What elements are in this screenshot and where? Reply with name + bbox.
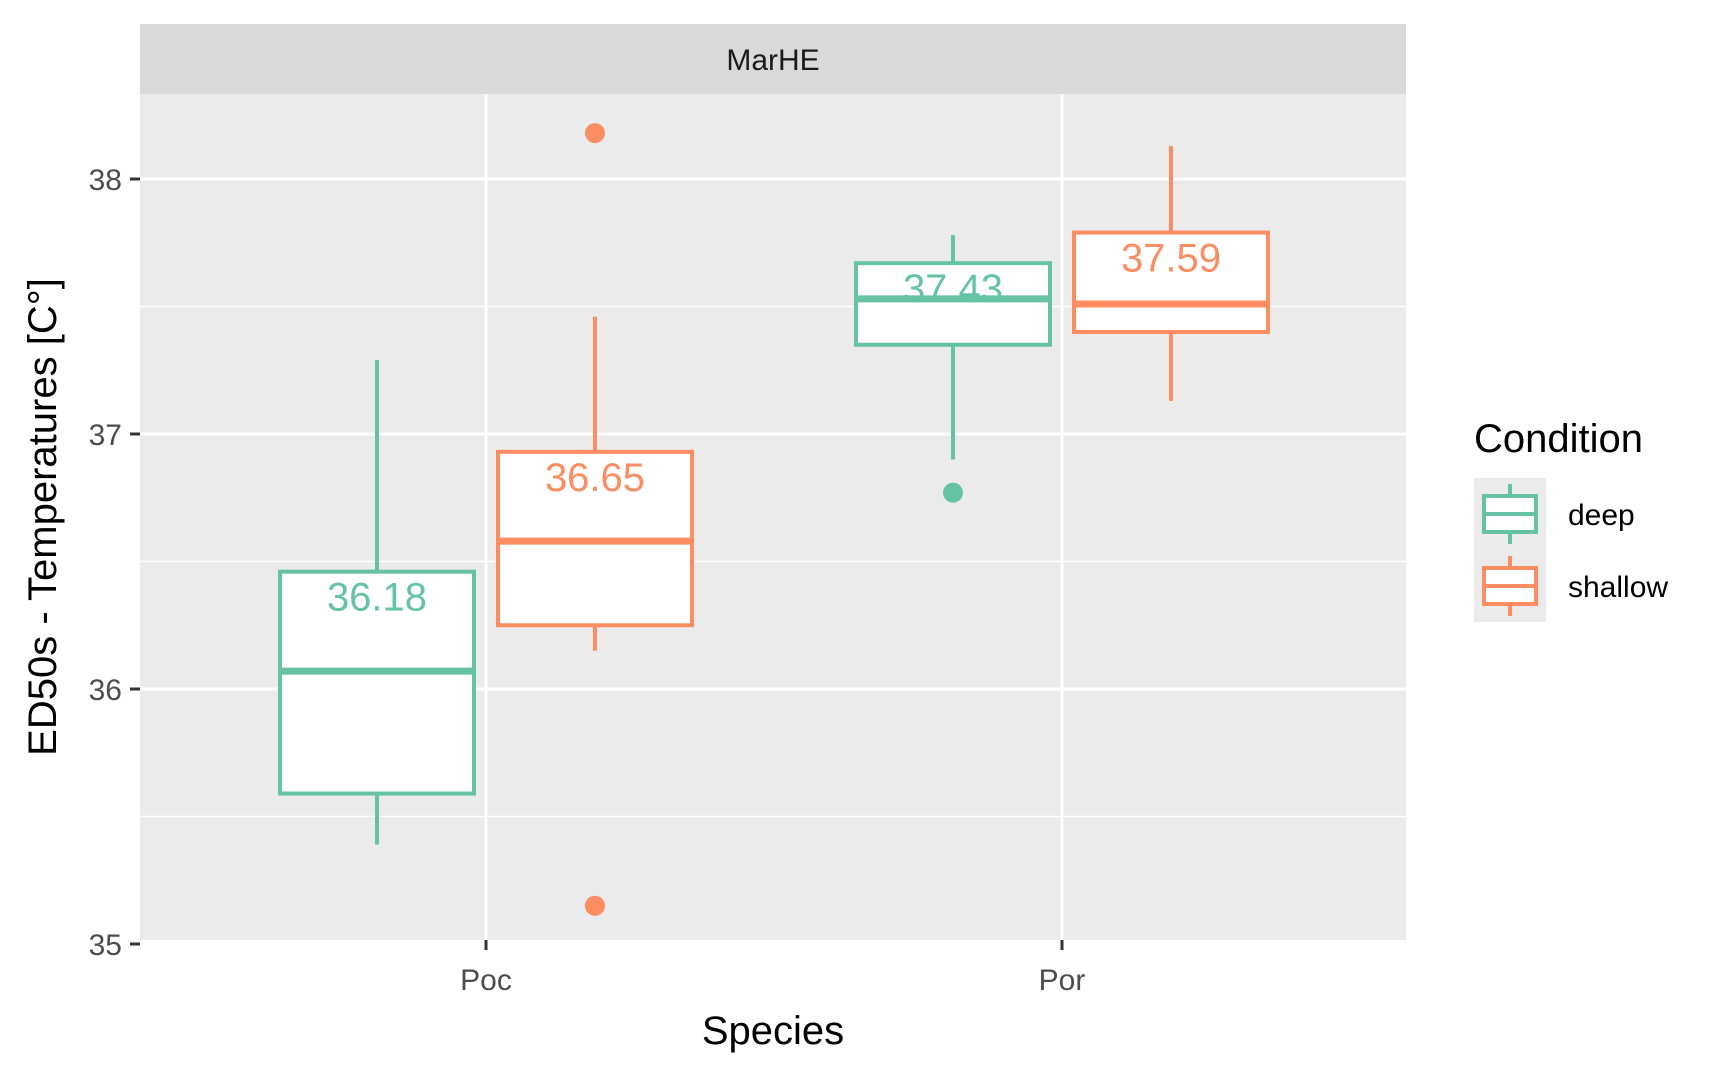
box-shallow-Poc: 36.65 (496, 123, 694, 916)
box-deep-Poc: 36.18 (278, 360, 476, 845)
box-body (1072, 230, 1270, 334)
outlier-point (585, 123, 605, 144)
y-tick-label: 35 (89, 929, 122, 962)
y-tick-label: 37 (89, 419, 122, 452)
facet-strip-label: MarHE (726, 44, 819, 77)
legend-label: shallow (1568, 571, 1668, 604)
box-marks: 36.18 37.43 36.65 37.59 (278, 123, 1270, 916)
axes: 35 36 37 38 Poc Por (89, 164, 1086, 997)
box-deep-Por: 37.43 (854, 235, 1052, 503)
y-tick-label: 36 (89, 674, 122, 707)
legend-key-deep: deep (1482, 484, 1635, 544)
y-tick-label: 38 (89, 164, 122, 197)
legend-title: Condition (1474, 417, 1643, 461)
y-axis-title: ED50s - Temperatures [C°] (21, 278, 65, 756)
legend-key-shallow: shallow (1482, 556, 1668, 616)
legend: Condition deep shallow (1474, 417, 1668, 622)
box-value-label: 37.43 (903, 267, 1003, 311)
box-value-label: 37.59 (1121, 237, 1221, 281)
box-body (278, 569, 476, 796)
x-axis-title: Species (702, 1009, 844, 1053)
box-value-label: 36.65 (545, 456, 645, 500)
box-shallow-Por: 37.59 (1072, 145, 1270, 401)
legend-keys: deep shallow (1474, 478, 1668, 622)
x-tick-label: Poc (460, 964, 512, 997)
outlier-point (943, 482, 963, 503)
box-body (854, 261, 1052, 347)
box-value-label: 36.18 (327, 576, 427, 620)
facet-strip (140, 24, 1406, 94)
plot-panel (140, 94, 1406, 940)
outlier-point (585, 895, 605, 916)
x-tick-label: Por (1039, 964, 1086, 997)
legend-label: deep (1568, 499, 1635, 532)
